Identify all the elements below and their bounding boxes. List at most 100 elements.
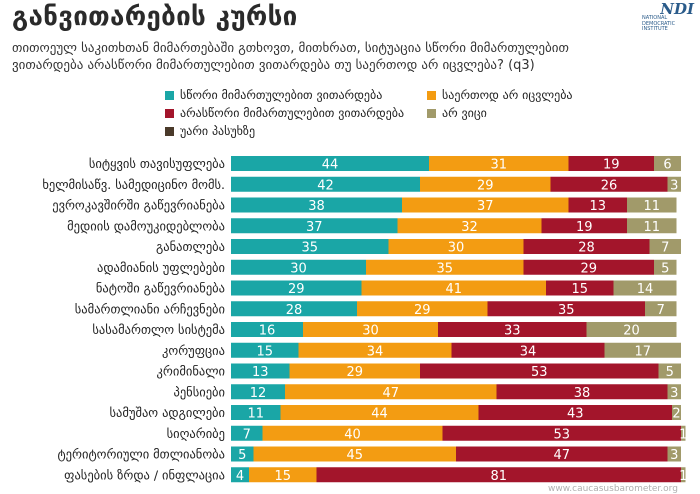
data-label: 30: [448, 241, 465, 256]
ndi-logo: NDI NATIONAL DEMOCRATIC INSTITUTE: [612, 0, 698, 34]
legend-swatch-wrong: [165, 108, 174, 118]
data-label: 12: [250, 386, 267, 401]
bar-segment-wrong: [550, 176, 668, 192]
data-label: 38: [574, 386, 591, 401]
bar-segment-right: [231, 446, 254, 462]
data-label: 29: [288, 282, 305, 297]
data-label: 47: [553, 448, 570, 463]
data-label: 35: [301, 241, 318, 256]
legend-swatch-no-change: [427, 90, 436, 100]
data-label: 19: [603, 158, 620, 173]
data-label: 29: [580, 261, 597, 276]
bar-segment-no-change: [388, 239, 524, 254]
data-label: 42: [317, 178, 334, 193]
bar-segment-dont-know: [667, 384, 681, 400]
data-label: 13: [252, 365, 269, 380]
legend-label: არ ვიცი: [442, 106, 487, 120]
bar-segment-wrong: [456, 446, 668, 462]
chart-legend: სწორი მიმართულებით ვითარდება საერთოდ არ …: [165, 88, 645, 144]
category-label: ნატოში გაწევრიანება: [96, 281, 225, 296]
data-label: 5: [661, 261, 669, 276]
data-label: 20: [623, 324, 640, 339]
bar-segment-no-change: [280, 405, 479, 420]
data-label: 53: [553, 427, 570, 442]
data-label: 38: [308, 199, 325, 214]
bar-segment-wrong: [478, 405, 672, 420]
data-label: 3: [670, 448, 678, 463]
logo-text: NDI: [660, 0, 694, 18]
data-label: 15: [571, 282, 588, 297]
bar-segment-no-change: [361, 280, 546, 296]
data-label: 47: [382, 386, 399, 401]
category-label: ტერიტორიული მთლიანობა: [58, 447, 226, 462]
bar-segment-right: [231, 342, 299, 358]
data-label: 1: [679, 427, 687, 442]
data-label: 14: [637, 282, 654, 297]
data-label: 11: [247, 407, 264, 422]
bar-segment-dont-know: [649, 239, 681, 254]
bar-segment-dont-know: [586, 322, 677, 337]
data-label: 43: [567, 407, 584, 422]
data-label: 33: [504, 324, 521, 339]
bar-segment-no-change: [262, 425, 443, 441]
bar-segment-dont-know: [667, 446, 681, 462]
legend-swatch-right: [165, 90, 174, 100]
bar-segment-right: [231, 425, 263, 441]
bar-segment-no-change: [357, 301, 488, 317]
data-label: 29: [414, 303, 431, 318]
bar-segment-wrong: [438, 322, 587, 337]
legend-label: არასწორი მიმართულებით ვითარდება: [180, 106, 405, 120]
bar-segment-dont-know: [654, 156, 681, 171]
data-label: 30: [290, 261, 307, 276]
data-label: 31: [490, 158, 507, 173]
data-label: 28: [286, 303, 303, 318]
bar-segment-dont-know: [654, 259, 677, 275]
data-label: 3: [670, 178, 678, 193]
category-label: სასამართლო სისტემა: [92, 322, 225, 337]
legend-item-no-change: საერთოდ არ იცვლება: [427, 88, 573, 102]
bar-segment-no-change: [253, 446, 456, 462]
bar-segment-wrong: [451, 342, 605, 358]
data-label: 45: [346, 448, 363, 463]
bar-segment-right: [231, 156, 429, 171]
bar-segment-dont-know: [627, 197, 677, 213]
chart-title: განვითარების კურსი: [12, 2, 298, 32]
category-label: სამართლიანი არჩევნები: [75, 301, 225, 316]
source-url: www.caucasusbarometer.org: [548, 484, 678, 494]
data-label: 34: [520, 344, 537, 359]
data-label: 7: [661, 241, 669, 256]
bar-segment-dont-know: [645, 301, 677, 317]
data-label: 28: [578, 241, 595, 256]
bar-segment-no-change: [420, 176, 551, 192]
bar-segment-wrong: [546, 280, 614, 296]
category-label: სიღარიბე: [167, 426, 225, 441]
data-label: 34: [367, 344, 384, 359]
data-label: 37: [477, 199, 494, 214]
data-label: 35: [436, 261, 453, 276]
bar-segment-wrong: [523, 259, 654, 275]
category-label: განათლება: [156, 239, 225, 254]
data-label: 17: [634, 344, 651, 359]
category-label: სიტყვის თავისუფლება: [89, 156, 225, 171]
legend-item-refuse: უარი პასუხზე: [165, 124, 255, 138]
legend-swatch-dont-know: [427, 108, 436, 118]
bar-segment-no-change: [298, 342, 452, 358]
category-label: ფასების ზრდა / ინფლაცია: [64, 467, 225, 482]
data-label: 37: [306, 220, 323, 235]
legend-item-right: სწორი მიმართულებით ვითარდება: [165, 88, 382, 102]
bar-segment-dont-know: [604, 342, 681, 358]
bar-segment-no-change: [289, 363, 420, 379]
legend-label: სწორი მიმართულებით ვითარდება: [180, 88, 383, 102]
legend-item-wrong: არასწორი მიმართულებით ვითარდება: [165, 106, 404, 120]
data-label: 5: [238, 448, 246, 463]
legend-item-dont-know: არ ვიცი: [427, 106, 487, 120]
bar-segment-no-change: [366, 259, 524, 275]
category-label: ევროკავშირში გაწევრიანება: [52, 198, 225, 213]
data-label: 53: [531, 365, 548, 380]
bar-segment-right: [231, 384, 285, 400]
data-label: 6: [663, 158, 671, 173]
data-label: 40: [344, 427, 361, 442]
bar-segment-no-change: [303, 322, 438, 337]
data-label: 29: [346, 365, 363, 380]
bar-segment-right: [231, 322, 303, 337]
